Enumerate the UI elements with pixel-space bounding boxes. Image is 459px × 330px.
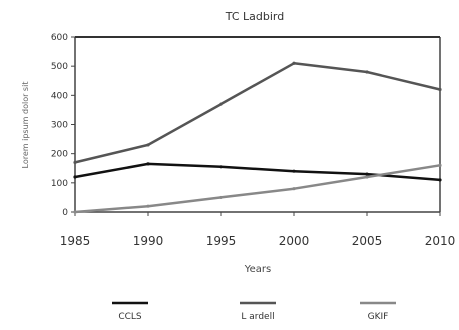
data-point <box>438 87 442 92</box>
y-tick-label: 500 <box>51 62 68 72</box>
series-line-2 <box>74 164 441 214</box>
legend-label: GKIF <box>368 312 389 322</box>
x-axis-label: Years <box>244 264 271 275</box>
x-tick-label: 1990 <box>133 234 164 248</box>
legend: CCLS L ardell GKIF <box>112 301 396 322</box>
legend-label: L ardell <box>241 312 274 322</box>
x-tick-label: 2010 <box>425 234 456 248</box>
series-lines <box>73 61 442 214</box>
axes: 0 100 200 300 400 500 600 1985 1990 1995 2000 2005 2… <box>51 33 455 248</box>
data-point <box>292 61 296 65</box>
data-point <box>219 102 223 106</box>
y-tick-label: 300 <box>51 121 68 131</box>
chart-title: TC Ladbird <box>225 10 284 23</box>
x-tick-label: 2000 <box>279 234 310 248</box>
data-point <box>146 162 150 166</box>
x-tick-label: 1985 <box>60 234 91 248</box>
data-point <box>146 143 150 147</box>
y-axis-label: Lorem ipsum dolor sit <box>21 82 30 169</box>
data-point <box>73 160 77 165</box>
data-point <box>365 172 369 176</box>
x-tick-label: 2005 <box>352 234 383 248</box>
series-line-0 <box>74 162 441 182</box>
data-point <box>365 70 369 74</box>
data-point <box>365 175 369 179</box>
data-point <box>292 187 296 191</box>
y-tick-label: 200 <box>51 150 68 160</box>
data-point <box>438 178 442 182</box>
data-point <box>219 165 223 169</box>
x-tick-label: 1995 <box>206 234 237 248</box>
y-tick-label: 0 <box>62 208 68 218</box>
series-line-1 <box>74 62 441 164</box>
data-point <box>73 210 77 214</box>
data-point <box>219 195 223 200</box>
data-point <box>292 169 296 173</box>
y-tick-label: 600 <box>51 33 68 43</box>
legend-label: CCLS <box>118 312 142 322</box>
y-tick-label: 400 <box>51 91 68 101</box>
y-tick-label: 100 <box>51 179 68 189</box>
data-point <box>146 204 150 208</box>
data-point <box>438 163 442 167</box>
data-point <box>73 175 77 179</box>
